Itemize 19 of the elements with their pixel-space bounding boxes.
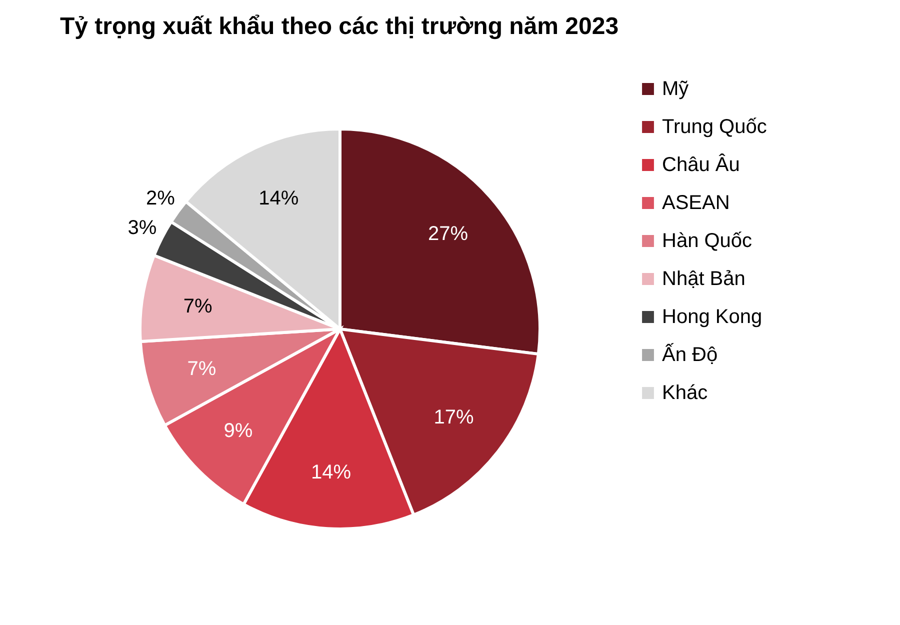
legend-label: Mỹ [662,78,689,100]
data-label: 3% [128,217,157,240]
data-label: 14% [258,188,299,210]
legend-label: Châu Âu [662,153,740,176]
legend-label: Hàn Quốc [662,230,752,252]
data-label: 9% [224,420,253,442]
legend-label: Hong Kong [662,306,762,328]
data-label: 7% [187,358,216,380]
legend-label: ASEAN [662,192,730,214]
data-label: 7% [183,295,212,318]
legend-label: Trung Quốc [662,116,767,138]
chart-title: Tỷ trọng xuất khẩu theo các thị trường năm 2023 [60,13,619,40]
data-label: 27% [428,222,468,245]
data-label: 14% [310,462,352,484]
legend-label: Nhật Bản [662,268,746,290]
data-label: 17% [434,406,474,428]
legend-label: Ấn Độ [662,343,718,366]
data-label: 2% [146,188,176,210]
legend-label: Khác [662,382,708,404]
